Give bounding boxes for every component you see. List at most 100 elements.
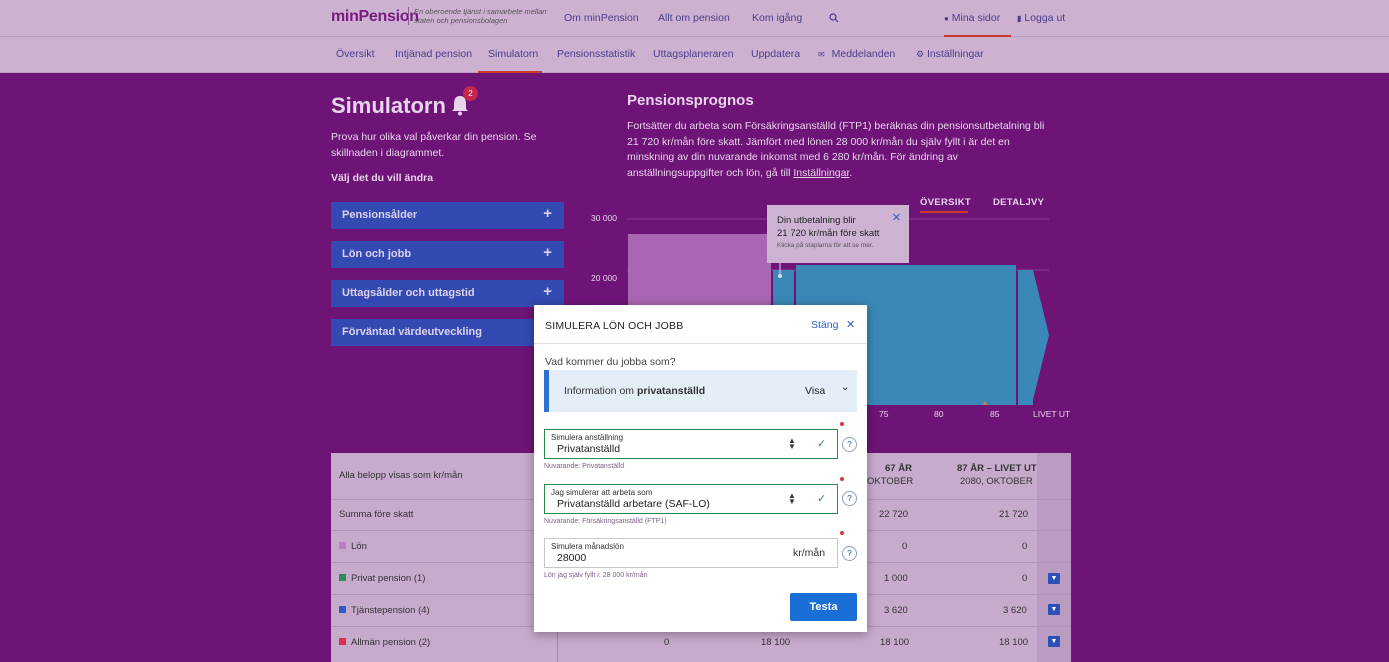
header-87-sub: 2080, OKTOBER xyxy=(960,476,1033,487)
check-icon: ✓ xyxy=(817,493,827,505)
legend-swatch-allman xyxy=(339,638,346,645)
logga-ut-label: Logga ut xyxy=(1024,12,1066,24)
expand-column xyxy=(1037,453,1071,662)
tab-meddelanden[interactable]: ✉ Meddelanden xyxy=(818,48,895,60)
expand-tjanste-button[interactable]: ▼ xyxy=(1048,604,1060,615)
expand-privat-button[interactable]: ▼ xyxy=(1048,573,1060,584)
plus-icon: + xyxy=(543,205,552,222)
field-hint: Nuvarande: Försäkringsanställd (FTP1) xyxy=(544,518,667,525)
accordion-lon-och-jobb[interactable]: Lön och jobb + xyxy=(331,241,564,268)
accordion-label: Pensionsålder xyxy=(342,209,418,221)
close-icon[interactable]: ✕ xyxy=(846,319,856,331)
testa-button[interactable]: Testa xyxy=(790,593,857,621)
help-icon[interactable]: ? xyxy=(842,546,857,561)
row-label: Allmän pension (2) xyxy=(351,637,431,648)
required-marker xyxy=(840,531,844,535)
tab-intjanad-pension[interactable]: Intjänad pension xyxy=(395,48,473,60)
page-title: Simulatorn xyxy=(331,93,446,118)
bar-arrow xyxy=(1033,270,1049,400)
nav-kom-igang[interactable]: Kom igång xyxy=(752,12,803,24)
tab-pensionsstatistik[interactable]: Pensionsstatistik xyxy=(557,48,636,60)
modal-close-button[interactable]: Stäng xyxy=(811,319,839,331)
row-value-67: 18 100 xyxy=(880,637,910,648)
mina-sidor-link[interactable]: ● Mina sidor xyxy=(944,0,1011,37)
field-label: Simulera månadslön xyxy=(551,542,624,551)
accordion-uttagsalder[interactable]: Uttagsålder och uttagstid + xyxy=(331,280,564,307)
manadslon-input[interactable]: Simulera månadslön 28000 kr/mån xyxy=(544,538,838,568)
choose-heading: Välj det du vill ändra xyxy=(331,172,434,184)
field-value: Privatanställd xyxy=(557,443,621,455)
row-label: Summa före skatt xyxy=(339,509,414,520)
row-value-87: 0 xyxy=(1022,573,1028,584)
arbeta-som-select[interactable]: Jag simulerar att arbeta som Privatanstä… xyxy=(544,484,838,514)
info-prefix: Information om xyxy=(564,385,635,397)
legend-swatch-privat xyxy=(339,574,346,581)
prognos-text: Fortsätter du arbeta som Försäkringsanst… xyxy=(627,119,1047,181)
tagline: En oberoende tjänst i samarbete mellan s… xyxy=(408,7,548,25)
search-icon[interactable] xyxy=(829,13,839,23)
minpension-logo[interactable]: minPension xyxy=(331,8,419,25)
accordion-vardeutveckling[interactable]: Förväntad värdeutveckling xyxy=(331,319,564,346)
info-bold: privatanställd xyxy=(636,385,706,397)
logga-ut-link[interactable]: ▮ Logga ut xyxy=(1017,12,1065,24)
info-text: Information om privatanställd xyxy=(564,385,705,397)
expand-allman-button[interactable]: ▼ xyxy=(1048,636,1060,647)
row-value-87: 18 100 xyxy=(999,637,1029,648)
tooltip-pointer-dot xyxy=(778,274,782,278)
field-hint: Nuvarande: Privatanställd xyxy=(544,463,625,470)
top-header: minPension En oberoende tjänst i samarbe… xyxy=(0,0,1389,37)
simulera-anstallning-select[interactable]: Simulera anställning Privatanställd ▲ ▼ ✓ xyxy=(544,429,838,459)
row-value-87: 0 xyxy=(1022,541,1028,552)
help-icon[interactable]: ? xyxy=(842,491,857,506)
row-value-67: 3 620 xyxy=(884,605,908,616)
tooltip-line1: Din utbetalning blir xyxy=(777,215,856,226)
sub-navigation: Översikt Intjänad pension Simulatorn Pen… xyxy=(0,37,1389,73)
info-show-label[interactable]: Visa xyxy=(805,385,826,397)
close-icon[interactable]: ✕ xyxy=(891,212,901,224)
user-icon: ● xyxy=(944,14,949,23)
nav-om-minpension[interactable]: Om minPension xyxy=(564,12,639,24)
accordion-label: Lön och jobb xyxy=(342,248,412,260)
field-value: Privatanställd arbetare (SAF-LO) xyxy=(557,498,710,510)
x-tick-80: 80 xyxy=(934,409,944,419)
bar-pension-last[interactable] xyxy=(1018,270,1033,405)
gear-icon: ⚙ xyxy=(916,49,925,59)
simulator-description: Prova hur olika val påverkar din pension… xyxy=(331,131,537,159)
row-value-87: 21 720 xyxy=(999,509,1029,520)
row-value-87: 3 620 xyxy=(1003,605,1027,616)
tooltip-line2: 21 720 kr/mån före skatt xyxy=(777,228,880,239)
nav-allt-om-pension[interactable]: Allt om pension xyxy=(658,12,730,24)
logout-icon: ▮ xyxy=(1017,14,1022,23)
simulate-modal: SIMULERA LÖN OCH JOBB Stäng ✕ Vad kommer… xyxy=(534,305,867,632)
select-arrows-icon: ▲ ▼ xyxy=(788,436,796,451)
help-icon[interactable]: ? xyxy=(842,437,857,452)
header-87-ar: 87 ÅR – LIVET UT xyxy=(957,463,1037,474)
tab-meddelanden-label: Meddelanden xyxy=(831,48,896,60)
tab-oversikt[interactable]: Översikt xyxy=(336,48,375,60)
tab-oversikt-chart[interactable]: ÖVERSIKT xyxy=(920,197,971,208)
modal-header: SIMULERA LÖN OCH JOBB Stäng ✕ xyxy=(534,305,867,344)
row-value-c1: 0 xyxy=(664,637,670,648)
row-value-c2: 18 100 xyxy=(761,637,791,648)
legend-swatch-tjanste xyxy=(339,606,346,613)
required-marker xyxy=(840,422,844,426)
installningar-link[interactable]: Inställningar xyxy=(793,166,850,179)
tab-detaljvy[interactable]: DETALJVY xyxy=(993,197,1045,208)
field-value: 28000 xyxy=(557,552,587,564)
mail-icon: ✉ xyxy=(818,50,825,59)
tab-installningar[interactable]: ⚙ Inställningar xyxy=(916,48,984,60)
mina-sidor-label: Mina sidor xyxy=(951,12,1001,24)
chevron-down-icon[interactable]: ⌄ xyxy=(841,382,850,393)
tab-simulatorn[interactable]: Simulatorn xyxy=(488,48,539,60)
row-value-67: 1 000 xyxy=(884,573,908,584)
row-label: Privat pension (1) xyxy=(351,573,426,584)
tab-uppdatera[interactable]: Uppdatera xyxy=(751,48,801,60)
tab-uttagsplaneraren[interactable]: Uttagsplaneraren xyxy=(653,48,734,60)
accordion-pensionsalder[interactable]: Pensionsålder + xyxy=(331,202,564,229)
info-privatanstalld[interactable]: Information om privatanställd Visa ⌄ xyxy=(544,370,857,412)
x-tick-85: 85 xyxy=(990,409,1000,419)
x-tick-livet-ut: LIVET UT xyxy=(1033,409,1071,419)
bell-icon[interactable] xyxy=(450,94,470,116)
legend-swatch-lon xyxy=(339,542,346,549)
chart-tooltip: Din utbetalning blir 21 720 kr/mån före … xyxy=(767,205,909,263)
